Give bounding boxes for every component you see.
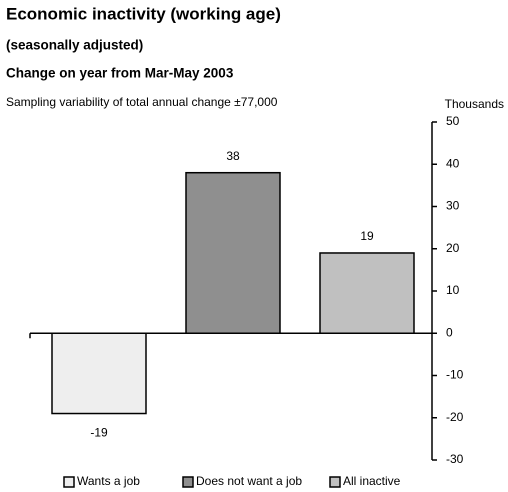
- annotation: Sampling variability of total annual cha…: [6, 95, 278, 109]
- legend-swatch: [182, 476, 194, 488]
- y-tick-label: 40: [446, 156, 460, 170]
- data-label: -19: [90, 426, 108, 440]
- legend-swatch: [329, 476, 341, 488]
- bar: [185, 171, 281, 334]
- y-tick-label: -30: [446, 452, 464, 466]
- y-tick-label: 30: [446, 199, 460, 213]
- y-tick-label: 0: [446, 325, 453, 339]
- y-tick-label: -20: [446, 410, 464, 424]
- legend-label: All inactive: [343, 474, 401, 488]
- y-tick-label: 20: [446, 241, 460, 255]
- bar: [319, 252, 415, 335]
- legend-label: Does not want a job: [196, 474, 302, 488]
- y-tick-label: -10: [446, 368, 464, 382]
- y-axis-label: Thousands: [445, 97, 504, 111]
- chart-subtitle: (seasonally adjusted): [6, 38, 143, 53]
- y-tick-label: 50: [446, 114, 460, 128]
- data-label: 19: [360, 229, 374, 243]
- data-label: 38: [226, 149, 240, 163]
- chart-title: Economic inactivity (working age): [6, 4, 281, 23]
- bar: [51, 332, 147, 415]
- legend-label: Wants a job: [77, 474, 140, 488]
- chart-subtitle: Change on year from Mar-May 2003: [6, 66, 234, 81]
- y-tick-label: 10: [446, 283, 460, 297]
- legend-swatch: [63, 476, 75, 488]
